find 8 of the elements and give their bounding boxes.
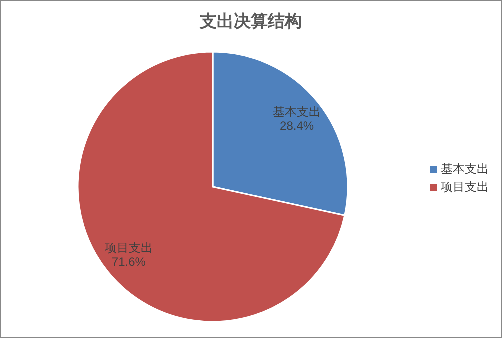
chart-title: 支出决算结构	[199, 12, 302, 31]
legend-label: 基本支出	[441, 162, 489, 176]
data-label: 71.6%	[112, 254, 146, 269]
slice-label: 项目支出	[104, 240, 153, 255]
pie-slice	[77, 51, 346, 323]
slice-label: 基本支出	[273, 105, 322, 120]
legend-label: 项目支出	[441, 180, 489, 194]
data-label: 28.4%	[280, 119, 314, 134]
